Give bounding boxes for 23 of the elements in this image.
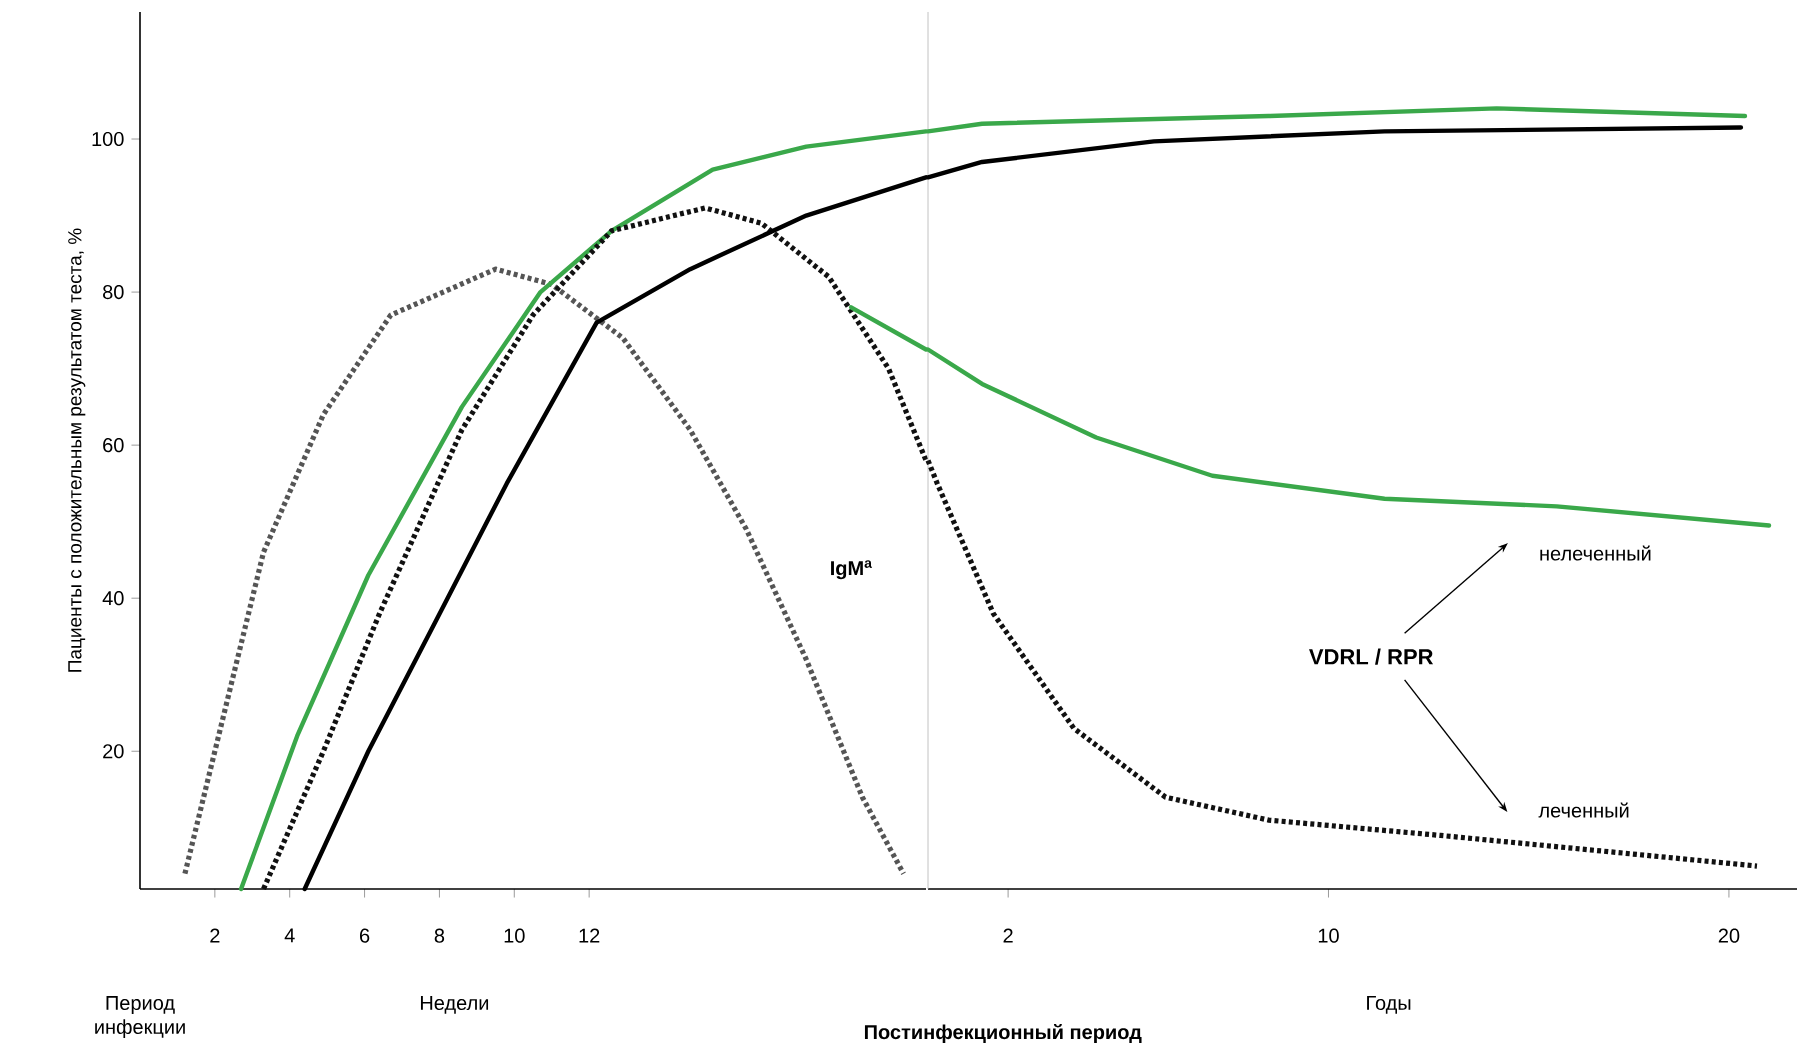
y-tick-label: 40 bbox=[102, 591, 124, 606]
x-tick-label: 10 bbox=[1318, 928, 1339, 943]
x-tick-label: 20 bbox=[1718, 928, 1740, 943]
text: Недели bbox=[420, 996, 489, 1014]
y-tick-label: 100 bbox=[92, 131, 124, 147]
x-tick-label: 4 bbox=[284, 928, 295, 943]
y-axis-title: Пациенты с положительным результатом теста, % bbox=[68, 228, 86, 672]
text: Период инфекции bbox=[95, 996, 185, 1038]
annotation: нелеченный bbox=[1540, 545, 1651, 561]
y-tick-label: 20 bbox=[103, 744, 124, 759]
y-tick-label: 80 bbox=[103, 285, 124, 300]
x-tick-label: 8 bbox=[434, 928, 445, 943]
x-tick-label: 12 bbox=[579, 928, 600, 943]
x-tick-label: 2 bbox=[1003, 928, 1013, 943]
text: Годы bbox=[1367, 996, 1411, 1014]
y-tick-label: 60 bbox=[103, 438, 124, 453]
x-tick-label: 10 bbox=[504, 928, 525, 943]
x-axis-title: Постинфекционный период bbox=[864, 1024, 1142, 1044]
annotation: VDRL / RPR bbox=[1309, 648, 1434, 665]
annotation: IgM$^{a}$ bbox=[831, 560, 873, 580]
x-tick-label: 6 bbox=[360, 928, 370, 943]
annotation: леченный bbox=[1538, 802, 1629, 818]
x-tick-label: 2 bbox=[210, 928, 220, 943]
